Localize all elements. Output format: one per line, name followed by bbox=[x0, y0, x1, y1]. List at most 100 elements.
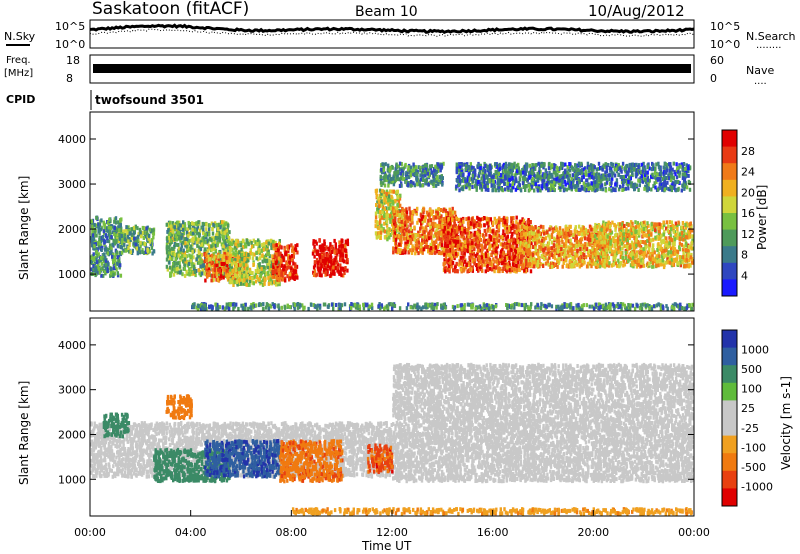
scatter-cell bbox=[238, 263, 241, 268]
scatter-cell bbox=[92, 237, 96, 241]
scatter-cell bbox=[385, 219, 389, 224]
scatter-cell bbox=[342, 268, 345, 273]
scatter-cell bbox=[112, 272, 115, 277]
scatter-cell bbox=[481, 247, 484, 252]
scatter-cell bbox=[252, 244, 255, 249]
scatter-cell bbox=[234, 238, 238, 243]
scatter-cell bbox=[333, 249, 337, 254]
scatter-cell bbox=[248, 276, 252, 280]
scatter-cell bbox=[136, 251, 139, 256]
scatter-cell bbox=[411, 247, 414, 252]
scatter-cell bbox=[272, 265, 275, 270]
scatter-cell bbox=[466, 238, 469, 243]
scatter-cell bbox=[100, 248, 103, 252]
scatter-cell bbox=[435, 249, 439, 254]
scatter-cell bbox=[189, 259, 193, 264]
scatter-cell bbox=[242, 254, 246, 259]
scatter-cell bbox=[543, 237, 546, 242]
scatter-cell bbox=[313, 269, 317, 274]
scatter-cell bbox=[483, 228, 486, 233]
scatter-cell bbox=[542, 225, 545, 230]
scatter-cell bbox=[191, 231, 195, 236]
scatter-cell bbox=[274, 265, 278, 270]
scatter-cell bbox=[409, 240, 413, 245]
scatter-cell bbox=[260, 266, 263, 271]
scatter-cell bbox=[437, 215, 440, 220]
scatter-cell bbox=[385, 192, 388, 196]
scatter-cell bbox=[415, 247, 418, 252]
scatter-cell bbox=[442, 262, 445, 267]
scatter-cell bbox=[120, 217, 123, 222]
scatter-cell bbox=[119, 263, 122, 268]
scatter-cell bbox=[91, 240, 94, 244]
scatter-cell bbox=[132, 231, 136, 236]
scatter-cell bbox=[565, 233, 568, 238]
scatter-cell bbox=[406, 239, 409, 244]
scatter-cell bbox=[188, 238, 191, 243]
scatter-cell bbox=[114, 252, 118, 257]
scatter-cell bbox=[323, 263, 326, 268]
scatter-cell bbox=[195, 257, 198, 262]
scatter-cell bbox=[241, 267, 244, 272]
scatter-cell bbox=[148, 239, 152, 244]
scatter-cell bbox=[210, 247, 214, 252]
scatter-cell bbox=[169, 236, 172, 241]
scatter-cell bbox=[240, 247, 243, 252]
scatter-cell bbox=[525, 225, 528, 230]
scatter-cell bbox=[148, 227, 151, 232]
scatter-cell bbox=[415, 243, 419, 248]
scatter-cell bbox=[98, 235, 101, 240]
scatter-cell bbox=[241, 261, 244, 266]
scatter-cell bbox=[97, 252, 100, 257]
scatter-cell bbox=[255, 250, 258, 255]
scatter-cell bbox=[176, 230, 179, 235]
scatter-cell bbox=[215, 271, 218, 276]
scatter-cell bbox=[416, 206, 419, 211]
scatter-cell bbox=[459, 267, 463, 272]
scatter-cell bbox=[391, 189, 394, 194]
scatter-cell bbox=[551, 229, 555, 234]
scatter-cell bbox=[466, 248, 469, 253]
scatter-cell bbox=[109, 273, 112, 278]
scatter-cell bbox=[187, 247, 191, 252]
scatter-cell bbox=[198, 260, 201, 265]
scatter-cell bbox=[121, 229, 124, 234]
scatter-cell bbox=[378, 204, 381, 209]
scatter-cell bbox=[409, 223, 412, 228]
scatter-cell bbox=[260, 269, 263, 274]
scatter-cell bbox=[577, 224, 581, 229]
scatter-cell bbox=[256, 264, 260, 269]
scatter-cell bbox=[275, 243, 278, 248]
scatter-cell bbox=[390, 194, 393, 199]
scatter-cell bbox=[579, 247, 582, 251]
scatter-cell bbox=[142, 250, 146, 255]
scatter-cell bbox=[238, 279, 242, 284]
scatter-cell bbox=[232, 240, 235, 245]
scatter-cell bbox=[284, 250, 287, 255]
scatter-cell bbox=[223, 238, 226, 243]
scatter-cell bbox=[186, 227, 190, 232]
scatter-cell bbox=[123, 237, 127, 242]
scatter-cell bbox=[220, 230, 223, 235]
scatter-cell bbox=[283, 245, 286, 250]
scatter-cell bbox=[346, 238, 349, 243]
scatter-cell bbox=[172, 224, 175, 229]
scatter-cell bbox=[283, 264, 286, 269]
scatter-cell bbox=[389, 219, 392, 224]
scatter-cell bbox=[510, 266, 514, 271]
scatter-cell bbox=[387, 191, 391, 196]
scatter-cell bbox=[312, 249, 315, 254]
scatter-cell bbox=[197, 268, 200, 273]
scatter-cell bbox=[90, 267, 93, 272]
scatter-cell bbox=[464, 244, 467, 249]
scatter-cell bbox=[399, 243, 402, 248]
scatter-cell bbox=[97, 266, 101, 271]
scatter-cell bbox=[334, 245, 338, 250]
scatter-cell bbox=[101, 266, 104, 271]
scatter-cell bbox=[396, 202, 399, 207]
scatter-cell bbox=[444, 238, 448, 242]
scatter-cell bbox=[144, 246, 148, 251]
scatter-cell bbox=[323, 239, 326, 244]
scatter-cell bbox=[394, 249, 398, 254]
scatter-cell bbox=[532, 245, 535, 249]
